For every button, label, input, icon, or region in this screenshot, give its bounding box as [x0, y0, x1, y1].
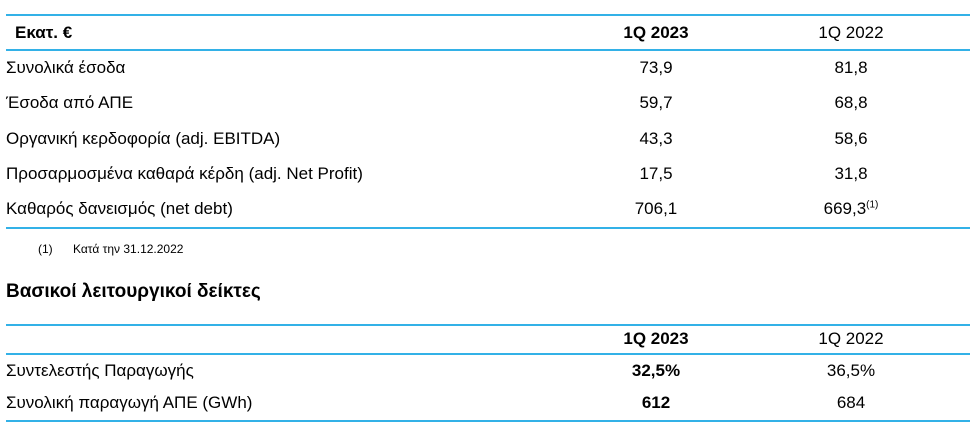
table-row: Έσοδα από ΑΠΕ 59,7 68,8	[6, 86, 970, 122]
table-row: Οργανική κερδοφορία (adj. EBITDA) 43,3 58,…	[6, 121, 970, 157]
table-row: Συνολικά έσοδα 73,9 81,8	[6, 50, 970, 86]
row-label: Συντελεστής Παραγωγής	[6, 360, 194, 380]
column-header-1q2023: 1Q 2023	[557, 14, 755, 51]
column-header-1q2022: 1Q 2022	[755, 323, 947, 355]
column-header-metric-unit: Εκατ. €	[6, 14, 557, 51]
filler-cell	[947, 354, 970, 388]
footnote-reference: (1)	[866, 199, 879, 211]
row-label: Προσαρμοσμένα καθαρά κέρδη (adj. Net Pro…	[6, 164, 363, 184]
value-1q2022: 669,3(1)	[755, 192, 947, 229]
column-header-filler	[947, 323, 970, 355]
column-header-1q2022: 1Q 2022	[755, 14, 947, 51]
filler-cell	[947, 192, 970, 229]
value-1q2022: 36,5%	[826, 360, 876, 380]
value-1q2023: 32,5%	[631, 360, 681, 380]
value-1q2022: 58,6	[834, 128, 868, 148]
value-1q2023: 17,5	[639, 164, 673, 184]
value-1q2023: 612	[557, 387, 755, 422]
footnote-text: Κατά την 31.12.2022	[73, 241, 184, 256]
table-header-row: Εκατ. € 1Q 2023 1Q 2022	[6, 14, 970, 51]
section-title: Βασικοί λειτουργικοί δείκτες	[6, 280, 261, 302]
value-1q2022: 81,8	[834, 58, 868, 78]
value-1q2022: 68,8	[834, 93, 868, 113]
value-1q2023: 73,9	[639, 58, 673, 78]
value-1q2023: 59,7	[639, 93, 673, 113]
filler-cell	[947, 157, 970, 193]
footnote-marker: (1)	[38, 241, 53, 256]
value-1q2023: 43,3	[639, 128, 673, 148]
filler-cell	[947, 86, 970, 122]
row-label: Έσοδα από ΑΠΕ	[6, 93, 134, 113]
table-row: Προσαρμοσμένα καθαρά κέρδη (adj. Net Pro…	[6, 157, 970, 193]
column-header-1q2023: 1Q 2023	[557, 323, 755, 355]
row-label: Οργανική κερδοφορία (adj. EBITDA)	[6, 128, 281, 148]
table-row: Συνολική παραγωγή ΑΠΕ (GWh) 612 684	[6, 387, 970, 422]
financial-summary-table: Εκατ. € 1Q 2023 1Q 2022 Συνολικά έσοδα 73…	[6, 14, 970, 229]
operating-metrics-table: 1Q 2023 1Q 2022 Συντελεστής Παραγωγής 32,…	[6, 323, 970, 422]
filler-cell	[947, 387, 970, 422]
column-header-filler	[947, 14, 970, 51]
value-1q2023: 706,1	[557, 192, 755, 229]
table-header-row: 1Q 2023 1Q 2022	[6, 323, 970, 355]
row-label: Συνολικά έσοδα	[6, 58, 126, 78]
filler-cell	[947, 50, 970, 86]
column-header-empty	[6, 323, 557, 355]
row-label: Καθαρός δανεισμός (net debt)	[6, 192, 557, 229]
footnote: (1) Κατά την 31.12.2022	[38, 242, 976, 256]
value-1q2022: 31,8	[834, 164, 868, 184]
table-row: Καθαρός δανεισμός (net debt) 706,1 669,3(1…	[6, 192, 970, 229]
value-1q2022: 684	[755, 387, 947, 422]
table-row: Συντελεστής Παραγωγής 32,5% 36,5%	[6, 354, 970, 388]
filler-cell	[947, 121, 970, 157]
row-label: Συνολική παραγωγή ΑΠΕ (GWh)	[6, 387, 557, 422]
